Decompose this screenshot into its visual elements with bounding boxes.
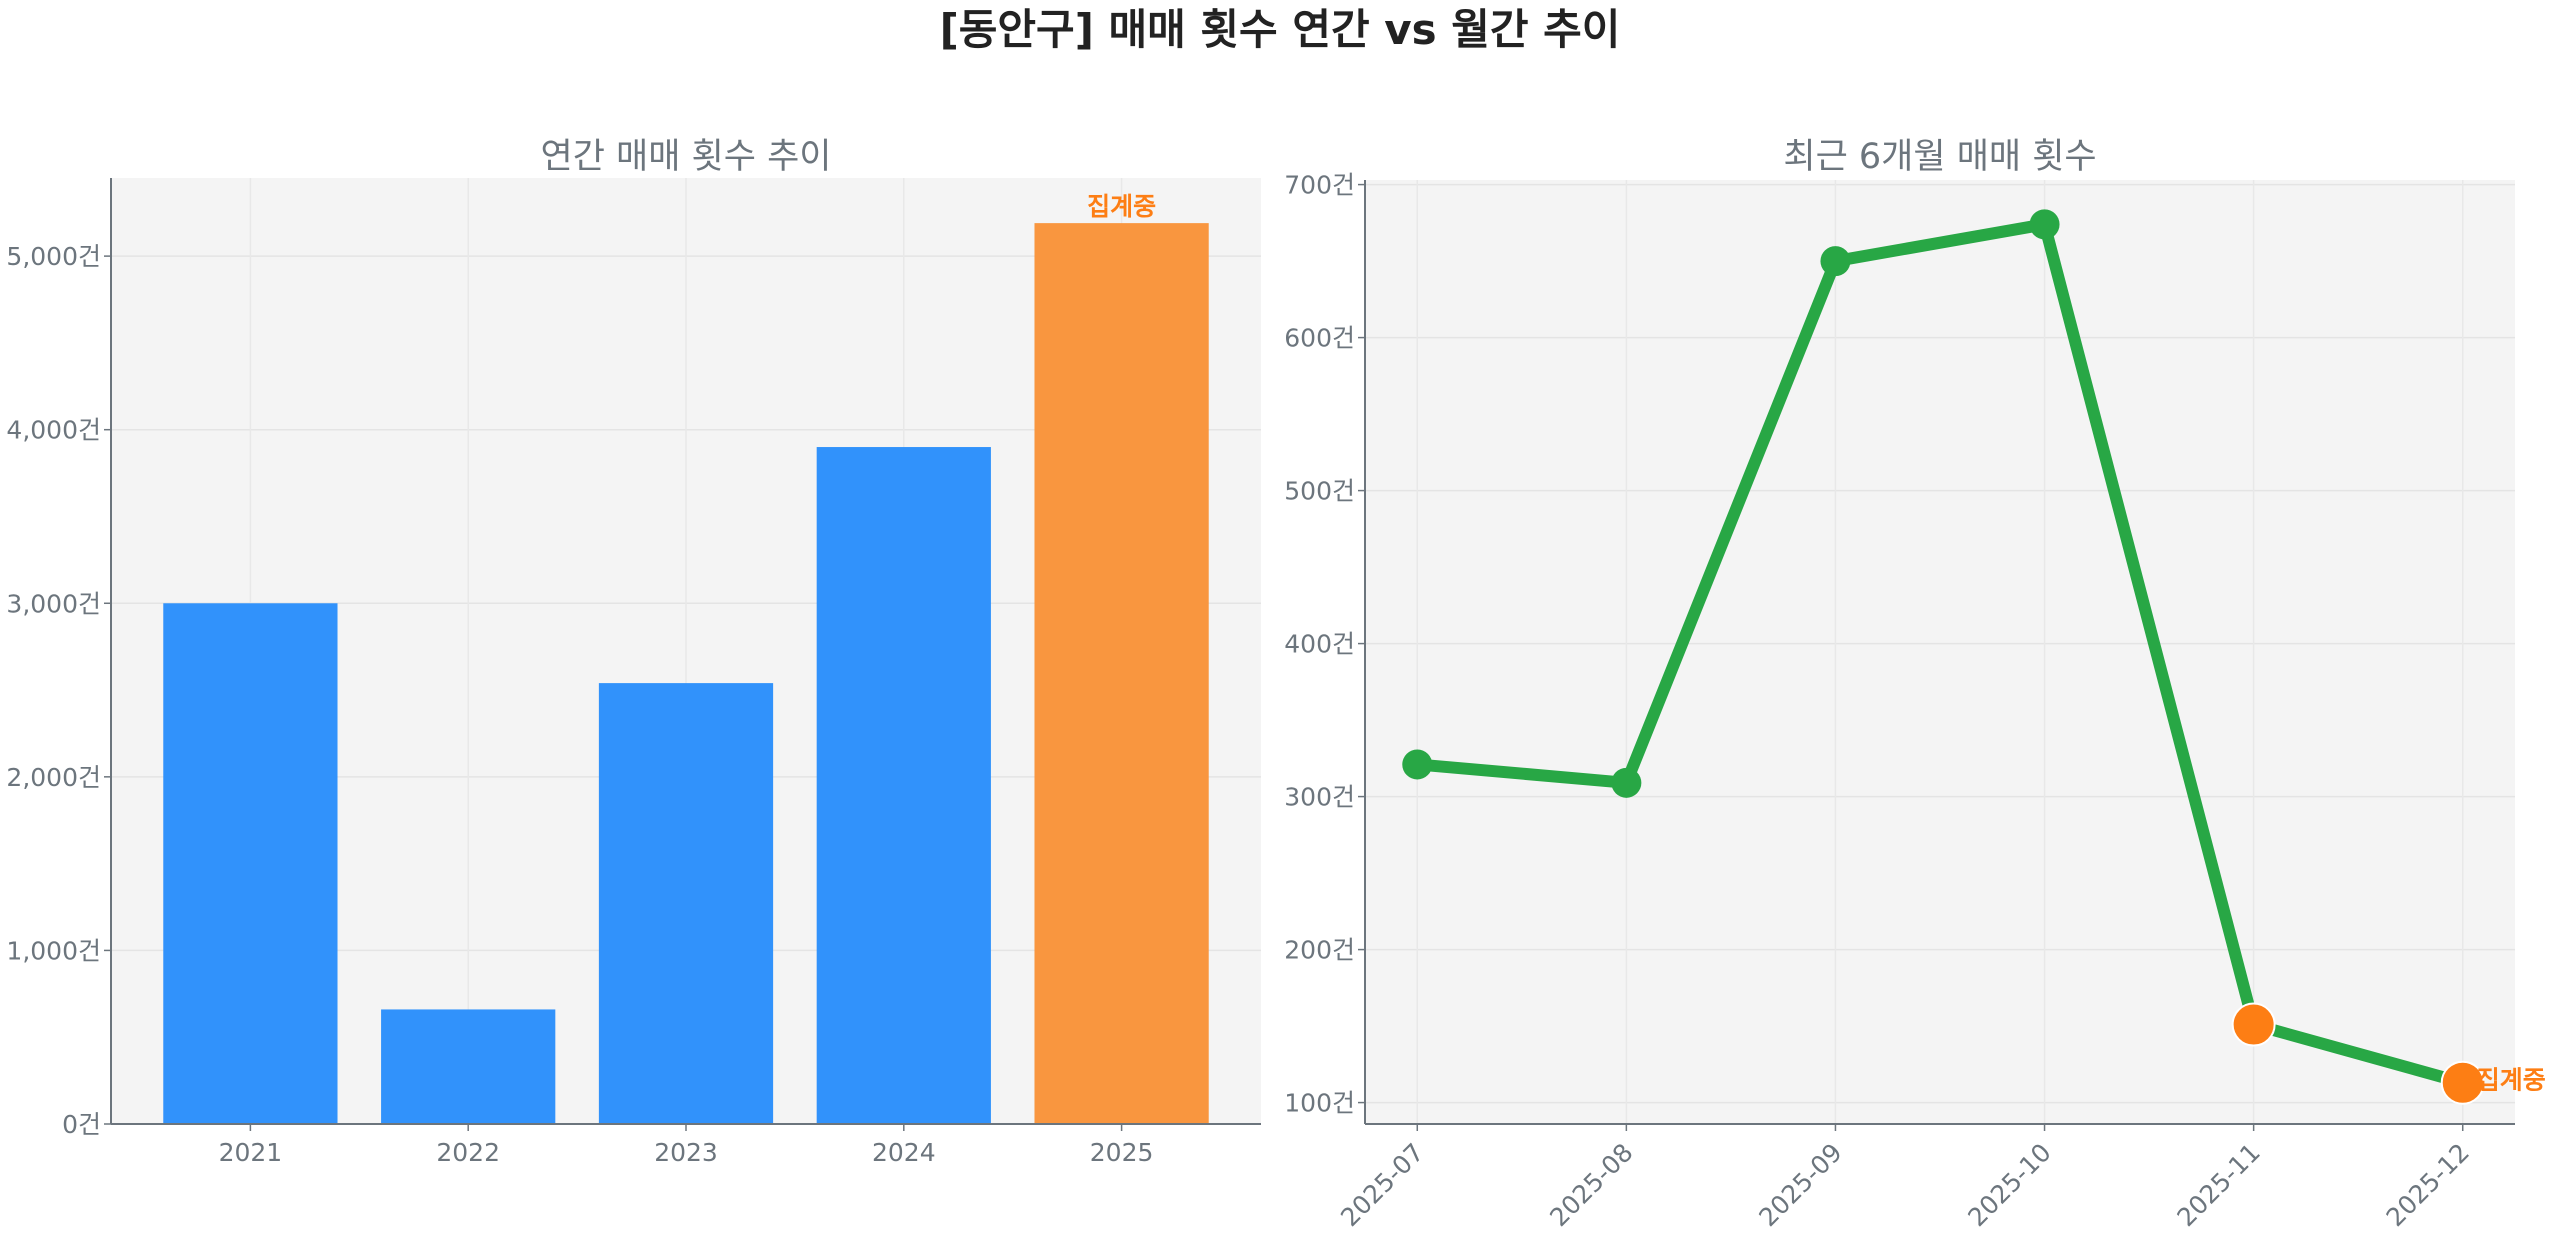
y-tick-label: 2,000건 <box>6 763 101 792</box>
x-tick-label: 2025-12 <box>2381 1138 2475 1232</box>
series-line <box>1416 218 2465 1089</box>
y-tick-label: 1,000건 <box>6 936 101 965</box>
x-tick-label: 2024 <box>872 1138 936 1167</box>
data-point-2025-11 <box>2231 1002 2276 1047</box>
data-point-2025-12 <box>2440 1060 2485 1105</box>
data-point-2025-10 <box>2029 209 2060 240</box>
bar-chart: 0건 1,000건 2,000건 3,000건 4,000건 5,000건 2021 2022… <box>6 178 1261 1167</box>
x-tick-label: 2025-11 <box>2172 1138 2266 1232</box>
figure-title: [동안구] 매매 횟수 연간 vs 월간 추이 <box>940 5 1621 54</box>
bar-2022 <box>381 1009 556 1124</box>
y-tick-label: 3,000건 <box>6 589 101 618</box>
y-tick-label: 100건 <box>1284 1089 1355 1118</box>
partial-annotation: 집계중 <box>2477 1066 2546 1095</box>
x-tick-label: 2021 <box>219 1138 283 1167</box>
x-tick-label: 2025-08 <box>1544 1138 1638 1232</box>
plot-area <box>1365 180 2515 1124</box>
y-tick-label: 5,000건 <box>6 242 101 271</box>
y-tick-label: 300건 <box>1284 783 1355 812</box>
bar-2021 <box>163 603 338 1124</box>
y-tick-label: 500건 <box>1284 477 1355 506</box>
y-tick-label: 400건 <box>1284 630 1355 659</box>
bar-2025 <box>1034 223 1209 1125</box>
line-chart-title: 최근 6개월 매매 횟수 <box>1783 137 2096 177</box>
line-chart: 100건 200건 300건 400건 500건 600건 700건 2025-07 2025-… <box>1284 171 2545 1233</box>
bar-2024 <box>816 447 991 1124</box>
x-tick-label: 2025-10 <box>1962 1138 2056 1232</box>
data-point-2025-07 <box>1402 749 1433 780</box>
x-tick-label: 2023 <box>654 1138 718 1167</box>
x-tick-label: 2025-09 <box>1753 1138 1847 1232</box>
x-tick-label: 2025 <box>1090 1138 1154 1167</box>
y-tick-label: 200건 <box>1284 936 1355 965</box>
x-tick-label: 2025-07 <box>1335 1138 1429 1232</box>
data-point-2025-08 <box>1611 767 1642 798</box>
y-tick-label: 700건 <box>1284 171 1355 200</box>
y-tick-label: 0건 <box>62 1110 101 1139</box>
y-tick-label: 600건 <box>1284 324 1355 353</box>
bar-2023 <box>598 683 774 1124</box>
y-tick-label: 4,000건 <box>6 416 101 445</box>
x-tick-label: 2022 <box>436 1138 500 1167</box>
partial-annotation: 집계중 <box>1087 192 1156 221</box>
data-point-2025-09 <box>1820 246 1851 277</box>
bar-chart-title: 연간 매매 횟수 추이 <box>541 137 832 177</box>
